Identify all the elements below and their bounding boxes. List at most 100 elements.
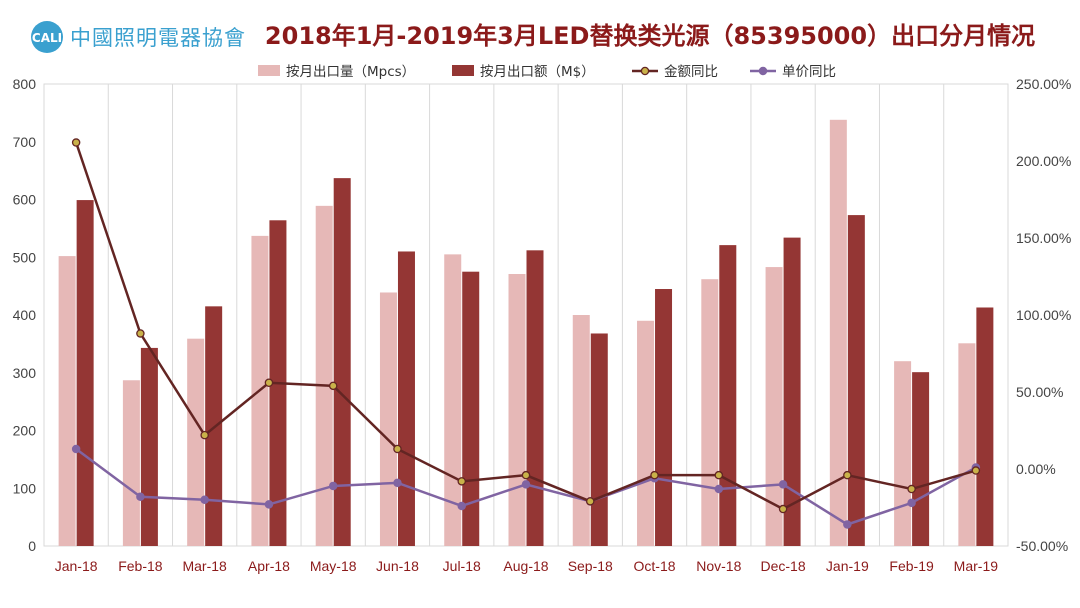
bar-value xyxy=(397,251,415,546)
bar-value xyxy=(526,250,544,546)
bar-volume xyxy=(315,205,333,547)
bar-value xyxy=(976,307,994,546)
left-axis-tick: 600 xyxy=(13,192,37,208)
x-axis-tick: Sep-18 xyxy=(568,558,613,574)
price-yoy-point xyxy=(714,484,724,494)
bar-value xyxy=(912,372,930,546)
value-yoy-point xyxy=(907,484,916,494)
value-yoy-point xyxy=(714,470,724,480)
left-axis-tick: 200 xyxy=(13,423,37,439)
bar-volume xyxy=(765,267,783,546)
legend-label: 按月出口额（M$） xyxy=(480,64,595,80)
bar-value xyxy=(655,289,673,546)
bar-volume xyxy=(444,254,462,547)
bar-value xyxy=(719,245,737,546)
value-yoy-point xyxy=(843,470,852,480)
price-yoy-point xyxy=(328,481,338,491)
price-yoy-point xyxy=(264,500,274,509)
right-axis-tick: 50.00% xyxy=(1016,384,1063,400)
price-yoy-point xyxy=(843,520,852,529)
value-yoy-point xyxy=(778,504,788,514)
bar-volume xyxy=(379,292,397,546)
legend-label: 金额同比 xyxy=(664,64,718,80)
right-axis-tick: 150.00% xyxy=(1016,230,1071,246)
value-yoy-point xyxy=(71,138,81,147)
value-yoy-point xyxy=(393,444,402,454)
x-axis-tick: Oct-18 xyxy=(634,558,676,574)
x-axis-tick: Aug-18 xyxy=(503,558,548,574)
x-axis-tick: Mar-19 xyxy=(954,558,999,574)
x-axis-tick: Dec-18 xyxy=(760,558,805,574)
value-yoy-point xyxy=(328,381,338,391)
bar-volume xyxy=(572,315,590,546)
x-axis-tick: Jan-19 xyxy=(826,558,869,574)
value-yoy-point xyxy=(521,470,531,480)
bar-value xyxy=(847,215,865,546)
left-axis-tick: 400 xyxy=(13,307,37,323)
price-yoy-point xyxy=(521,480,531,489)
legend-swatch-marker xyxy=(758,66,768,76)
value-yoy-point xyxy=(586,497,595,506)
logo: CALI 中國照明電器協會 xyxy=(30,17,246,57)
right-axis-tick: 0.00% xyxy=(1016,461,1056,477)
x-axis-tick: Jul-18 xyxy=(443,558,481,574)
price-yoy-point xyxy=(71,444,81,454)
logo-mark-text: CALI xyxy=(32,31,62,45)
right-axis-tick: 200.00% xyxy=(1016,153,1071,169)
value-yoy-point xyxy=(264,378,274,388)
bar-volume xyxy=(122,380,140,546)
price-yoy-point xyxy=(457,501,466,511)
x-axis-tick: May-18 xyxy=(310,558,357,574)
bar-value xyxy=(783,237,801,547)
bar-value xyxy=(76,200,94,546)
price-yoy-point xyxy=(136,492,145,501)
bar-volume xyxy=(829,119,847,547)
bar-volume xyxy=(58,256,76,546)
x-axis-tick: Jan-18 xyxy=(55,558,98,574)
legend-swatch xyxy=(258,65,280,76)
bar-volume xyxy=(637,320,655,546)
right-axis-tick: 250.00% xyxy=(1016,76,1071,92)
price-yoy-point xyxy=(907,498,916,508)
legend-label: 按月出口量（Mpcs） xyxy=(286,64,415,80)
legend-swatch xyxy=(452,65,474,76)
x-axis-tick: Mar-18 xyxy=(182,558,227,574)
bar-volume xyxy=(894,361,912,546)
value-yoy-point xyxy=(200,430,209,440)
x-axis-tick: Feb-18 xyxy=(118,558,163,574)
plot-area xyxy=(43,83,1009,547)
left-axis-tick: 700 xyxy=(13,134,37,150)
value-yoy-point xyxy=(650,470,659,480)
legend-label: 单价同比 xyxy=(782,64,836,80)
left-axis-tick: 800 xyxy=(13,76,37,92)
left-axis-tick: 500 xyxy=(13,249,37,265)
price-yoy-point xyxy=(200,495,209,505)
x-axis-tick: Feb-19 xyxy=(889,558,934,574)
bar-volume xyxy=(701,279,719,546)
bar-volume xyxy=(187,338,205,546)
bar-value xyxy=(462,271,480,546)
x-axis-tick: Nov-18 xyxy=(696,558,741,574)
legend-swatch-marker xyxy=(640,66,650,76)
x-axis-tick: Apr-18 xyxy=(248,558,290,574)
value-yoy-point xyxy=(971,466,981,475)
bar-value xyxy=(140,347,158,546)
left-axis-tick: 0 xyxy=(28,538,36,554)
price-yoy-point xyxy=(778,480,788,489)
x-axis-tick: Jun-18 xyxy=(376,558,419,574)
left-axis-tick: 100 xyxy=(13,480,37,496)
chart-title: 2018年1月-2019年3月LED替换类光源（85395000）出口分月情况 xyxy=(264,22,1036,50)
value-yoy-point xyxy=(457,477,466,486)
price-yoy-point xyxy=(393,478,402,488)
right-axis-tick: -50.00% xyxy=(1016,538,1068,554)
logo-text: 中國照明電器協會 xyxy=(70,26,246,50)
bar-volume xyxy=(508,273,526,546)
left-axis-tick: 300 xyxy=(13,365,37,381)
bar-value xyxy=(205,306,223,546)
bar-volume xyxy=(958,343,976,546)
bar-value xyxy=(333,178,351,546)
right-axis-tick: 100.00% xyxy=(1016,307,1071,323)
bar-value xyxy=(590,333,608,546)
logo-mark-icon: CALI xyxy=(31,21,63,53)
